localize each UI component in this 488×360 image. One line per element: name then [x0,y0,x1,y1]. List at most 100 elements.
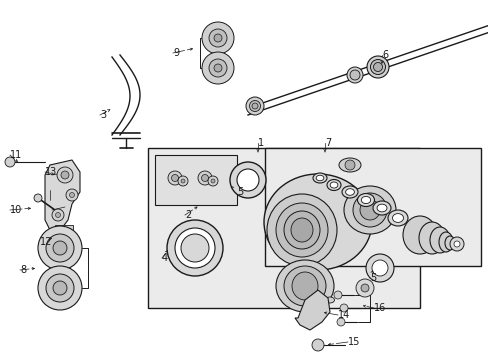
Circle shape [198,171,212,185]
Text: 13: 13 [45,167,57,177]
Circle shape [214,64,222,72]
Circle shape [336,318,345,326]
Ellipse shape [264,174,371,270]
Ellipse shape [329,182,337,188]
Circle shape [202,22,234,54]
Ellipse shape [349,70,359,80]
Ellipse shape [325,297,334,303]
Ellipse shape [357,194,374,207]
Circle shape [453,241,459,247]
Circle shape [371,260,387,276]
Text: 2: 2 [184,210,191,220]
Text: 11: 11 [10,150,22,160]
Ellipse shape [249,100,260,112]
Ellipse shape [418,222,444,254]
Polygon shape [294,290,329,330]
Ellipse shape [366,56,388,78]
Circle shape [201,175,208,181]
Text: 8: 8 [20,265,26,275]
Ellipse shape [373,63,382,72]
Circle shape [53,241,67,255]
Ellipse shape [343,186,395,234]
Circle shape [52,209,64,221]
Ellipse shape [326,180,340,190]
Ellipse shape [338,158,360,172]
Circle shape [229,162,265,198]
Text: 16: 16 [373,303,386,313]
Circle shape [365,254,393,282]
Text: 14: 14 [337,310,349,320]
Circle shape [210,179,215,183]
Bar [264,148,480,266]
Circle shape [171,175,178,181]
Bar [55,225,73,237]
Text: 3: 3 [100,110,106,120]
Text: 5: 5 [369,273,375,283]
Circle shape [38,226,82,270]
Circle shape [333,291,341,299]
Ellipse shape [438,232,452,252]
Circle shape [69,193,74,198]
Circle shape [53,281,67,295]
Circle shape [181,179,184,183]
Circle shape [5,157,15,167]
Circle shape [38,266,82,310]
Circle shape [202,52,234,84]
Circle shape [449,237,463,251]
Ellipse shape [275,203,327,257]
Text: 10: 10 [10,205,22,215]
Ellipse shape [266,194,336,266]
Ellipse shape [376,204,386,212]
Bar [148,148,419,308]
Ellipse shape [359,200,379,220]
Ellipse shape [361,197,370,203]
Circle shape [214,34,222,42]
Bar [155,155,237,205]
Ellipse shape [275,260,333,312]
Circle shape [66,189,78,201]
Ellipse shape [392,213,403,222]
Ellipse shape [429,227,449,253]
Text: 6: 6 [381,50,387,60]
Circle shape [55,212,61,217]
Text: 5: 5 [237,187,243,197]
Ellipse shape [290,218,312,242]
Ellipse shape [402,216,436,254]
Ellipse shape [251,103,258,109]
Circle shape [360,284,368,292]
Circle shape [61,171,69,179]
Ellipse shape [345,189,354,195]
Text: 9: 9 [173,48,179,58]
Ellipse shape [316,175,323,181]
Text: 12: 12 [40,237,52,247]
Circle shape [168,171,182,185]
Ellipse shape [312,173,326,183]
Ellipse shape [444,236,454,250]
Ellipse shape [341,186,357,198]
Circle shape [208,59,226,77]
Text: 7: 7 [325,138,330,148]
Text: 15: 15 [347,337,360,347]
Ellipse shape [284,211,319,249]
Circle shape [34,194,42,202]
Circle shape [345,160,354,170]
Circle shape [46,274,74,302]
Circle shape [355,279,373,297]
Circle shape [178,176,187,186]
Ellipse shape [370,59,385,75]
Circle shape [175,228,215,268]
Circle shape [339,304,347,312]
Text: 1: 1 [258,138,264,148]
Circle shape [57,167,73,183]
Ellipse shape [245,97,264,115]
Ellipse shape [387,210,407,226]
Circle shape [311,339,324,351]
Ellipse shape [284,266,325,306]
Circle shape [207,176,218,186]
Text: 4: 4 [162,253,168,263]
Polygon shape [45,160,80,230]
Circle shape [208,29,226,47]
Circle shape [181,234,208,262]
Ellipse shape [352,193,386,227]
Ellipse shape [291,272,317,300]
